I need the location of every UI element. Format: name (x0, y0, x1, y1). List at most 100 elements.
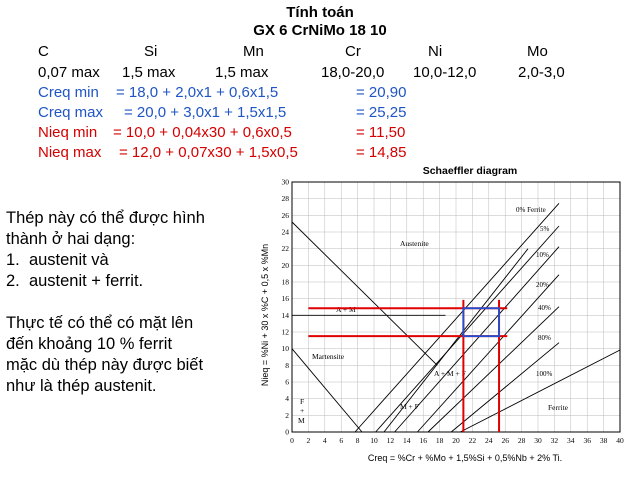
x-tick-label: 6 (339, 436, 343, 445)
region-martensite: Martensite (312, 352, 345, 361)
y-tick-label: 20 (282, 261, 290, 270)
header-cr: Cr (345, 43, 361, 60)
region-f-m-top: F (300, 397, 304, 406)
value-ni: 10,0-12,0 (413, 64, 477, 81)
spacer (6, 292, 246, 313)
ferrite-label-10: 10% (536, 251, 549, 259)
nieq-min-result: = 11,50 (356, 124, 406, 141)
list-item-2: 2. austenit + ferrit. (6, 271, 246, 292)
list-text: austenit + ferrit. (28, 272, 144, 290)
composition-markers (308, 299, 508, 432)
x-tick-label: 22 (469, 436, 477, 445)
region-m-f: M + F (400, 402, 419, 411)
creq-max-label: Creq max (38, 104, 104, 121)
ferrite-label-80: 80% (538, 334, 551, 342)
x-tick-label: 10 (370, 436, 378, 445)
ferrite-line-20 (417, 274, 560, 433)
x-tick-label: 4 (323, 436, 327, 445)
header-ni: Ni (428, 43, 443, 60)
composition-blue-box (462, 307, 500, 338)
region-f-m-bottom: M (298, 416, 305, 425)
y-tick-label: 22 (282, 244, 290, 253)
axis-ticks: 0 2 4 6 8 10 12 14 16 18 20 22 24 26 28 30 32 34 36 38 40024… (282, 178, 625, 446)
region-ferrite: Ferrite (548, 403, 569, 412)
y-tick-label: 12 (282, 328, 290, 337)
y-tick-label: 6 (285, 378, 289, 387)
list-number: 1. (6, 251, 20, 269)
nieq-min-formula: = 10,0 + 0,04x30 + 0,6x0,5 (113, 124, 292, 141)
explanation-text: Thép này có thể được hình thành ở hai dạ… (6, 208, 246, 397)
ferrite-label-5: 5% (540, 225, 550, 233)
x-tick-label: 34 (567, 436, 575, 445)
text-line: như là thép austenit. (6, 377, 157, 395)
ferrite-line-10 (394, 246, 560, 433)
martensite-ferrite-boundary (291, 348, 363, 433)
value-mo: 2,0-3,0 (518, 64, 565, 81)
header-mn: Mn (243, 43, 264, 60)
y-tick-label: 8 (285, 361, 289, 370)
text-line: Thép này có thể được hình (6, 209, 205, 227)
value-mn: 1,5 max (215, 64, 269, 81)
creq-min-result: = 20,90 (356, 84, 407, 101)
ferrite-line-40 (427, 306, 560, 433)
region-a-m: A + M (336, 305, 356, 314)
x-tick-label: 14 (403, 436, 411, 445)
header-c: C (38, 43, 49, 60)
x-tick-label: 40 (616, 436, 624, 445)
creq-max-formula: = 20,0 + 3,0x1 + 1,5x1,5 (124, 104, 287, 121)
x-tick-label: 26 (501, 436, 509, 445)
ferrite-percent-labels: 0% Ferrite 5% 10% 20% 40% 80% 100% (516, 206, 553, 378)
y-tick-label: 2 (285, 411, 289, 420)
x-tick-label: 0 (290, 436, 294, 445)
x-tick-label: 2 (307, 436, 311, 445)
creq-min-label: Creq min (38, 84, 99, 101)
ferrite-label-20: 20% (536, 281, 549, 289)
x-tick-label: 32 (551, 436, 559, 445)
list-text: austenit và (28, 251, 109, 269)
ferrite-label-100: 100% (536, 370, 553, 378)
y-tick-label: 14 (282, 311, 290, 320)
austenite-martensite-boundary (291, 221, 438, 366)
text-line: đến khoảng 10 % ferrit (6, 335, 173, 353)
schaeffler-diagram: Schaeffler diagram 0 2 4 6 8 10 12 14 16 18 20 22 24… (260, 165, 625, 463)
ferrite-line-100 (459, 349, 621, 433)
ferrite-line-0 (354, 203, 560, 433)
x-axis-label: Creq = %Cr + %Mo + 1,5%Si + 0,5%Nb + 2% … (368, 453, 562, 463)
value-si: 1,5 max (122, 64, 176, 81)
creq-min-formula: = 18,0 + 2,0x1 + 0,6x1,5 (116, 84, 279, 101)
y-tick-label: 4 (285, 394, 289, 403)
x-tick-label: 20 (452, 436, 460, 445)
x-tick-label: 12 (387, 436, 395, 445)
y-tick-label: 18 (282, 278, 290, 287)
y-tick-label: 28 (282, 194, 290, 203)
creq-max-result: = 25,25 (356, 104, 407, 121)
x-tick-label: 18 (436, 436, 444, 445)
nieq-max-result: = 14,85 (356, 144, 407, 161)
phase-boundaries (291, 203, 621, 433)
ferrite-label-0: 0% Ferrite (516, 206, 546, 214)
x-tick-label: 38 (600, 436, 608, 445)
plot-frame (291, 181, 621, 433)
y-tick-label: 16 (282, 294, 290, 303)
region-labels: Austenite A + M Martensite A + M + F M +… (298, 239, 569, 425)
page-title: Tính toán (286, 4, 354, 21)
text-line: thành ở hai dạng: (6, 230, 136, 248)
y-tick-label: 26 (282, 211, 290, 220)
value-c: 0,07 max (38, 64, 100, 81)
ferrite-label-40: 40% (538, 304, 551, 312)
nieq-max-label: Nieq max (38, 144, 102, 161)
x-tick-label: 30 (534, 436, 542, 445)
region-a-m-f: A + M + F (434, 369, 466, 378)
y-tick-label: 24 (282, 228, 290, 237)
ferrite-line-5 (375, 225, 560, 433)
nieq-min-label: Nieq min (38, 124, 98, 141)
steel-grade-subtitle: GX 6 CrNiMo 18 10 (253, 22, 387, 39)
diagram-title: Schaeffler diagram (423, 165, 518, 177)
region-f-m-plus: + (300, 406, 304, 415)
x-tick-label: 24 (485, 436, 493, 445)
header-si: Si (144, 43, 158, 60)
list-number: 2. (6, 272, 20, 290)
ferrite-line-80 (450, 342, 560, 433)
y-tick-label: 30 (282, 178, 290, 187)
x-tick-label: 28 (518, 436, 526, 445)
